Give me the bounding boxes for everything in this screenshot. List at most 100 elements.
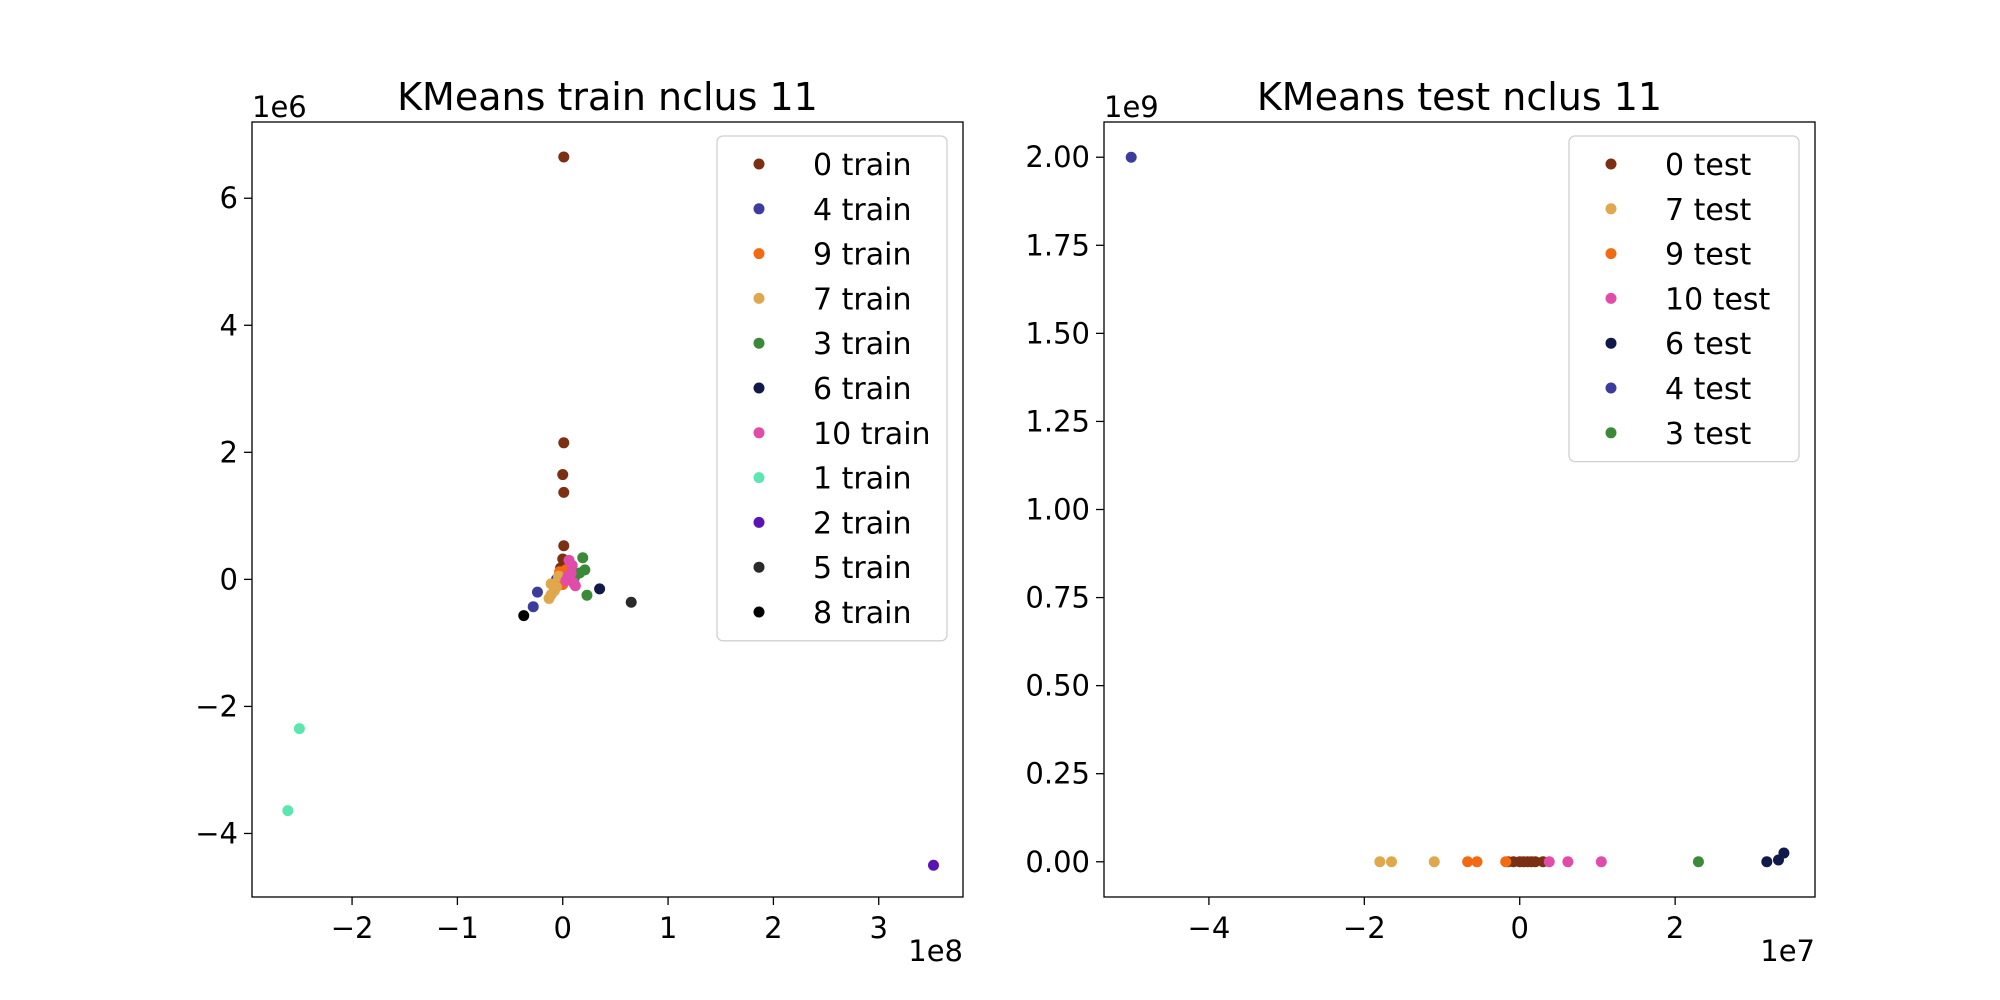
y-tick-label: 1.25 [1025, 404, 1090, 438]
legend: 0 train 4 train 9 train 7 train 3 train 6 tra… [716, 135, 948, 642]
legend-marker [1605, 337, 1617, 349]
legend-marker [1605, 382, 1617, 394]
legend-label: 4 test [1665, 372, 1751, 407]
data-point-9-test [1462, 856, 1474, 868]
y-offset-label: 1e9 [1104, 90, 1159, 124]
legend-label: 4 train [813, 193, 911, 228]
legend-marker [1605, 203, 1617, 215]
legend-label: 3 train [813, 327, 911, 362]
legend-marker [753, 382, 765, 394]
data-point-8-train [518, 610, 530, 622]
legend-label: 3 test [1665, 417, 1751, 452]
x-tick-label: −2 [331, 911, 374, 945]
legend-label: 9 train [813, 238, 911, 273]
data-point-0-train [558, 540, 570, 552]
y-tick-label: 1.75 [1025, 228, 1090, 262]
y-tick-label: 1.50 [1025, 316, 1090, 350]
data-point-7-test [1386, 856, 1398, 868]
legend-label: 2 train [813, 506, 911, 541]
data-point-0-train [557, 469, 569, 481]
legend-label: 6 test [1665, 327, 1751, 362]
data-point-3-train [581, 589, 593, 601]
x-offset-label: 1e7 [1760, 934, 1815, 968]
data-point-10-test [1562, 856, 1574, 868]
legend-marker [753, 516, 765, 528]
data-point-10-train [569, 580, 581, 592]
x-tick-label: 0 [1510, 911, 1528, 945]
legend-label: 0 test [1665, 148, 1751, 183]
x-tick-label: 3 [870, 911, 888, 945]
legend-label: 9 test [1665, 238, 1751, 273]
legend-label: 7 test [1665, 193, 1751, 228]
y-tick-label: −4 [195, 816, 238, 850]
x-tick-label: 1 [659, 911, 677, 945]
x-tick-label: −1 [436, 911, 479, 945]
y-tick-label: 2 [220, 435, 238, 469]
legend-label: 5 train [813, 551, 911, 586]
legend-box [716, 135, 948, 642]
legend-marker [1605, 427, 1617, 439]
y-tick-label: 1.00 [1025, 493, 1090, 527]
legend-marker [753, 472, 765, 484]
legend-marker [753, 248, 765, 260]
x-tick-label: 2 [1666, 911, 1684, 945]
y-tick-label: 4 [220, 308, 238, 342]
data-point-7-test [1428, 856, 1440, 868]
y-tick-label: 0.00 [1025, 845, 1090, 879]
points-layer [282, 151, 940, 871]
legend-label: 6 train [813, 372, 911, 407]
legend-box [1568, 135, 1800, 463]
data-point-7-train [550, 581, 562, 593]
data-point-3-train [577, 552, 589, 564]
x-tick-label: −4 [1188, 911, 1231, 945]
data-point-9-test [1471, 856, 1483, 868]
data-point-4-train [531, 586, 543, 598]
data-point-4-train [527, 601, 539, 613]
legend-label: 10 train [813, 417, 931, 452]
y-tick-label: 6 [220, 181, 238, 215]
legend-marker [753, 337, 765, 349]
legend-label: 1 train [813, 462, 911, 497]
data-point-0-test [1529, 856, 1541, 868]
data-point-6-train [594, 583, 606, 595]
y-tick-label: 0.75 [1025, 581, 1090, 615]
x-offset-label: 1e8 [908, 934, 963, 968]
data-point-4-test [1125, 151, 1137, 163]
legend-marker [753, 158, 765, 170]
data-point-0-train [558, 486, 570, 498]
data-point-3-test [1692, 856, 1704, 868]
legend-marker [753, 427, 765, 439]
data-point-1-train [282, 805, 294, 817]
legend-label: 8 train [813, 596, 911, 631]
data-point-0-train [558, 437, 570, 449]
x-tick-label: 2 [764, 911, 782, 945]
y-tick-label: −2 [195, 689, 238, 723]
x-tick-label: 0 [554, 911, 572, 945]
subplot-1: KMeans train nclus 11 −2 −1 0 1 2 3 −4 −2 0 2 4 6 1e6… [195, 75, 964, 968]
y-tick-label: 2.00 [1025, 140, 1090, 174]
legend-marker [1605, 292, 1617, 304]
data-point-0-train [558, 151, 570, 163]
chart-title: KMeans test nclus 11 [1257, 75, 1662, 119]
y-tick-label: 0 [220, 562, 238, 596]
legend-marker [753, 606, 765, 618]
chart-title: KMeans train nclus 11 [397, 75, 818, 119]
y-offset-label: 1e6 [252, 90, 307, 124]
data-point-7-test [1374, 856, 1386, 868]
data-point-10-test [1595, 856, 1607, 868]
legend-marker [753, 561, 765, 573]
y-tick-label: 0.50 [1025, 669, 1090, 703]
data-point-6-test [1761, 856, 1773, 868]
legend-marker [1605, 158, 1617, 170]
data-point-10-train [560, 575, 572, 587]
data-point-9-test [1500, 856, 1512, 868]
x-tick-label: −2 [1343, 911, 1386, 945]
legend-label: 10 test [1665, 282, 1771, 317]
legend-label: 7 train [813, 282, 911, 317]
legend-marker [753, 292, 765, 304]
data-point-1-train [293, 723, 305, 735]
data-point-5-train [625, 596, 637, 608]
legend: 0 test 7 test 9 test 10 test 6 test 4 test 3 t… [1568, 135, 1800, 463]
subplot-2: KMeans test nclus 11 −4 −2 0 2 0.00 0.25 0.50 0.… [1025, 75, 1816, 968]
